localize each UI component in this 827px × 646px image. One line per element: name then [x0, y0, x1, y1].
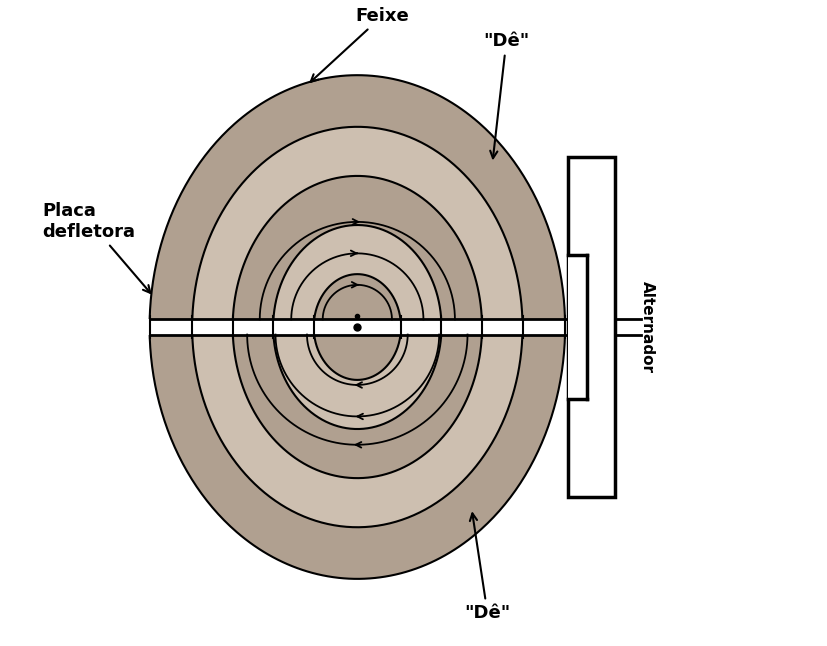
Bar — [567, 255, 586, 399]
Text: Placa
defletora: Placa defletora — [42, 202, 151, 293]
Text: Alternador: Alternador — [638, 281, 653, 373]
Text: Feixe: Feixe — [310, 7, 409, 82]
Polygon shape — [273, 225, 441, 429]
Text: "Dê": "Dê" — [483, 32, 529, 158]
Polygon shape — [232, 176, 481, 478]
Polygon shape — [313, 274, 400, 380]
Bar — [143, 320, 633, 335]
Polygon shape — [192, 127, 522, 527]
Text: "Dê": "Dê" — [464, 514, 510, 622]
Bar — [567, 157, 614, 497]
Polygon shape — [150, 75, 564, 579]
